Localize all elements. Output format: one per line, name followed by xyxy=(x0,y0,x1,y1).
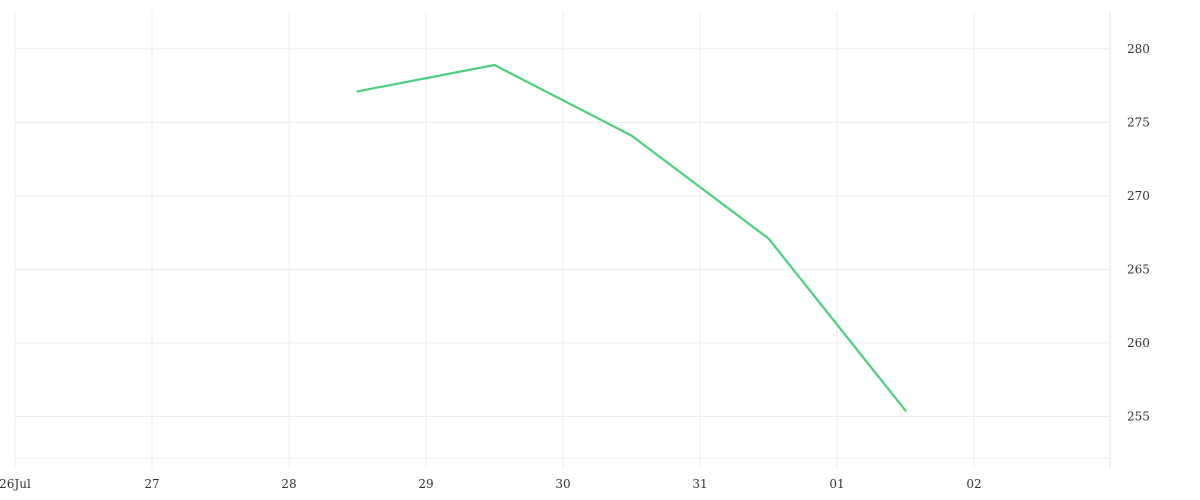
grid xyxy=(14,12,1110,468)
x-tick-label: 26Jul xyxy=(0,477,31,491)
x-tick-label: 27 xyxy=(144,477,159,491)
y-tick-label: 260 xyxy=(1127,336,1150,350)
series-layer xyxy=(356,63,907,412)
x-tick-label: 29 xyxy=(418,477,433,491)
y-tick-label: 280 xyxy=(1127,42,1150,56)
x-tick-label: 01 xyxy=(829,477,844,491)
data-point xyxy=(356,90,359,93)
y-tick-label: 265 xyxy=(1127,262,1150,276)
y-tick-label: 270 xyxy=(1127,189,1150,203)
data-point xyxy=(904,409,907,412)
x-tick-label: 31 xyxy=(692,477,707,491)
y-tick-label: 255 xyxy=(1127,410,1150,424)
tick-labels: 26Jul 27 28 29 30 31 01 02 255 260 265 270 275 280 xyxy=(0,42,1150,491)
x-tick-label: 28 xyxy=(281,477,296,491)
data-point xyxy=(630,134,633,137)
x-tick-label: 30 xyxy=(555,477,570,491)
y-tick-label: 275 xyxy=(1127,115,1150,129)
data-point xyxy=(767,237,770,240)
x-tick-label: 02 xyxy=(966,477,981,491)
data-point xyxy=(493,63,496,66)
series-line xyxy=(356,63,907,412)
